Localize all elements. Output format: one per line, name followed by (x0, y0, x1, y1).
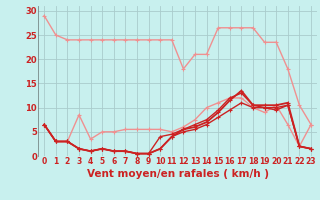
X-axis label: Vent moyen/en rafales ( km/h ): Vent moyen/en rafales ( km/h ) (87, 169, 268, 179)
